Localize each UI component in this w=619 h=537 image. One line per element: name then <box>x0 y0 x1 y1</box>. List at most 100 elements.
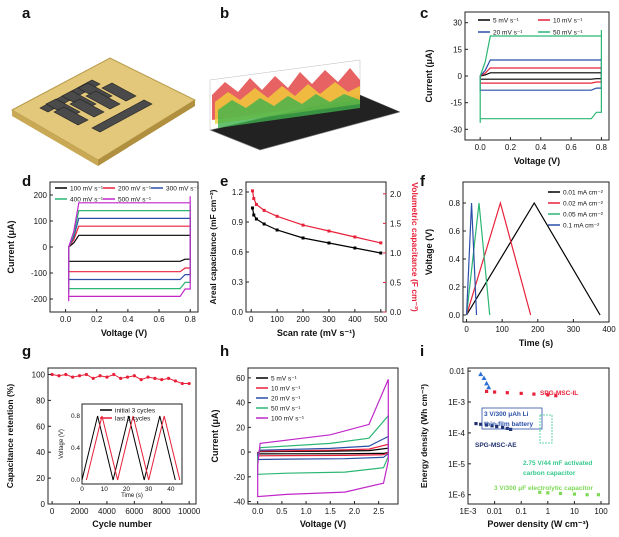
panel-c-xlabel: Voltage (V) <box>514 156 560 166</box>
panel-i-point <box>538 490 542 494</box>
panel-i-point <box>546 393 550 397</box>
panel-e-xtick-label: 100 <box>270 315 284 324</box>
panel-c-series-line <box>479 66 602 84</box>
panel-i-point <box>493 390 497 394</box>
panel-d-ytick-label: -200 <box>31 295 48 304</box>
panel-e-ytick-label: 0.0 <box>232 308 244 317</box>
panel-c-legend-label: 50 mV s⁻¹ <box>553 30 583 37</box>
panel-i-point <box>585 493 589 497</box>
panel-g-point <box>125 375 130 379</box>
panel-d-xtick-label: 0.2 <box>91 315 103 324</box>
panel-f-plot <box>465 200 601 316</box>
panel-g-inset-line <box>85 415 181 481</box>
panel-g-point <box>57 374 61 378</box>
panel-e-point <box>301 236 305 240</box>
panel-i-point <box>479 422 483 426</box>
panel-g-inset-legend-label: initial 3 cycles <box>115 408 156 415</box>
panel-h-xtick-label: 2.0 <box>349 507 361 516</box>
panel-e-xtick-label: 300 <box>322 315 336 324</box>
panel-d-ytick-label: 100 <box>34 217 48 226</box>
panel-g-inset-xtick-label: 30 <box>145 486 153 493</box>
panel-g-inset-legend-label: last 3 cycles <box>115 416 151 423</box>
panel-h-ytick-label: -40 <box>233 498 245 507</box>
panel-i-xlabel: Power density (W cm⁻³) <box>487 519 588 529</box>
panel-i-xtick-label: 10 <box>570 507 579 516</box>
panel-e-point <box>275 228 279 232</box>
panel-i-point <box>554 394 558 398</box>
panel-c-xtick-label: 0.2 <box>505 143 517 152</box>
panel-g-point <box>180 381 184 386</box>
panel-c-ytick-label: -30 <box>450 125 462 134</box>
panel-i-ytick-label: 1E-3 <box>448 398 465 407</box>
panel-g-inset-xtick-label: 10 <box>101 486 109 493</box>
panel-h-legend-label: 20 mV s⁻¹ <box>271 396 301 403</box>
panel-d-xtick-label: 0.8 <box>185 315 197 324</box>
panel-i-ylabel: Energy density (Wh cm⁻³) <box>419 384 429 488</box>
panel-f-legend-label: 0.02 mA cm⁻² <box>563 201 604 208</box>
panel-i-xtick-label: 0.1 <box>516 507 528 516</box>
panel-h-legend-label: 50 mV s⁻¹ <box>271 406 301 413</box>
panel-h-ytick-label: 0 <box>241 448 246 457</box>
panel-e-plot <box>250 189 383 255</box>
panel-g-axes <box>47 367 197 505</box>
panel-f-xtick-label: 400 <box>602 325 616 334</box>
panel-h-legend-label: 5 mV s⁻¹ <box>271 376 298 383</box>
panel-c-ylabel: Current (μA) <box>424 49 434 102</box>
panel-e-series-line <box>251 190 381 244</box>
panel-g-point <box>84 372 88 377</box>
panel-label-i: i <box>420 343 424 360</box>
panel-d-series-line <box>68 214 191 283</box>
panel-i-point <box>495 424 499 429</box>
panel-g-xtick-label: 10000 <box>178 507 201 516</box>
panel-f-axes <box>462 181 610 323</box>
panel-h-xtick-label: 0.0 <box>252 507 264 516</box>
panel-h-xtick-label: 1.0 <box>301 507 313 516</box>
panel-f-legend-label: 0.01 mA cm⁻² <box>563 190 604 197</box>
panel-e-point <box>262 222 266 226</box>
panel-i-ytick-label: 0.01 <box>449 367 465 376</box>
panel-h-xtick-label: 2.5 <box>373 507 385 516</box>
panel-f-ytick-label: 0.8 <box>449 199 461 208</box>
panel-c-axes <box>464 11 610 141</box>
panel-e-point <box>327 229 331 233</box>
panel-e-point <box>379 241 383 245</box>
panel-c-ytick-label: 15 <box>453 45 462 54</box>
panel-f-series-line <box>465 202 491 316</box>
panel-i-ytick-label: 1E-6 <box>448 491 465 500</box>
panel-g-xtick-label: 4000 <box>98 507 116 516</box>
panel-d-legend-label: 100 mV s⁻¹ <box>70 186 104 193</box>
panel-d-plot <box>68 196 191 302</box>
panel-i-point <box>558 491 563 496</box>
panel-d-series-line <box>68 223 191 275</box>
panel-i-point <box>519 391 523 395</box>
panel-e-ytick-label: 0.9 <box>232 218 244 227</box>
panel-h-xtick-label: 1.5 <box>325 507 337 516</box>
panel-f-series-line <box>465 200 532 316</box>
panel-e-xtick-label: 400 <box>348 315 362 324</box>
panel-i-point <box>596 493 601 497</box>
panel-g-ytick-label: 20 <box>36 474 45 483</box>
panel-e-point <box>252 213 256 217</box>
panel-d-legend-label: 300 mV s⁻¹ <box>166 186 200 193</box>
panel-g-ytick-label: 40 <box>36 448 45 457</box>
panel-g-point <box>119 376 123 380</box>
panel-g-inset-line <box>81 415 176 481</box>
panel-i-point <box>478 371 484 377</box>
panel-label-d: d <box>22 173 31 190</box>
panel-g-inset-xlabel: Time (s) <box>121 493 143 499</box>
panel-g-point <box>187 381 191 386</box>
panel-e-axes <box>245 181 387 313</box>
panel-e-ytick-label: 0.5 <box>390 278 402 287</box>
panel-label-f: f <box>420 173 426 190</box>
panel-h-plot <box>257 379 389 498</box>
panel-i-xtick-label: 0.01 <box>487 507 503 516</box>
panel-c-ytick-label: 30 <box>453 19 462 28</box>
panel-e-point <box>301 223 305 227</box>
panel-i-ytick-label: 1E-5 <box>448 460 465 469</box>
panel-d-series-line <box>68 233 191 263</box>
panel-e-xlabel: Scan rate (mV s⁻¹) <box>277 328 355 338</box>
panel-c-ytick-label: -15 <box>450 99 462 108</box>
panel-i-point <box>490 424 494 428</box>
panel-g-inset <box>81 403 183 485</box>
